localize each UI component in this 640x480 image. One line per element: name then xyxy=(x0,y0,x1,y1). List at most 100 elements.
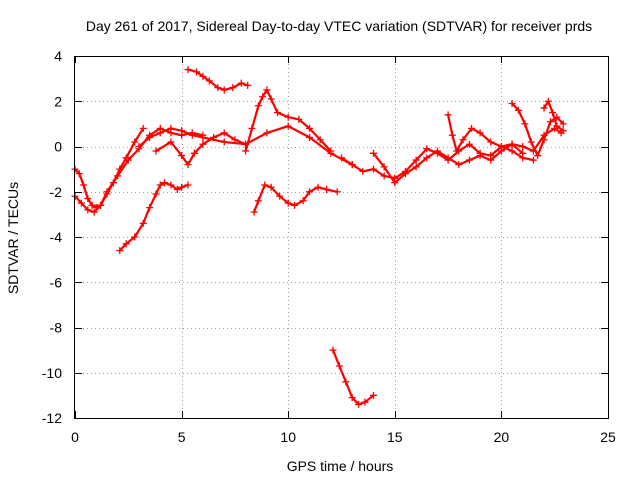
data-point xyxy=(444,111,452,119)
data-point xyxy=(391,179,399,187)
data-point xyxy=(306,188,314,196)
data-point xyxy=(323,185,331,193)
data-point xyxy=(544,97,552,105)
data-point xyxy=(468,124,476,132)
x-tick-label: 20 xyxy=(494,429,510,445)
data-point xyxy=(244,81,252,89)
data-point xyxy=(184,181,192,189)
data-point xyxy=(291,201,299,209)
data-point xyxy=(259,93,267,101)
data-point xyxy=(77,199,85,207)
data-point xyxy=(559,120,567,128)
data-point xyxy=(152,147,160,155)
data-point xyxy=(455,161,463,169)
data-point xyxy=(276,192,284,200)
x-tick-label: 10 xyxy=(280,429,296,445)
data-point xyxy=(220,129,228,137)
data-point xyxy=(401,170,409,178)
data-point xyxy=(497,143,505,150)
series-pass-11 xyxy=(369,140,527,187)
data-point xyxy=(540,136,548,144)
data-point xyxy=(122,240,130,248)
data-point xyxy=(116,165,124,173)
data-point xyxy=(210,133,218,141)
series-pass-8 xyxy=(250,181,341,216)
data-point xyxy=(220,86,228,94)
y-axis-label: SDTVAR / TECUs xyxy=(5,182,21,294)
data-point xyxy=(250,208,258,216)
y-tick-labels: -12 -10 -8 -6 -4 -2 0 2 4 xyxy=(42,48,62,426)
data-point xyxy=(529,156,537,164)
series-pass-6 xyxy=(184,66,252,94)
data-point xyxy=(476,129,484,137)
data-point xyxy=(263,129,271,137)
data-point xyxy=(508,147,516,155)
data-point xyxy=(109,179,117,187)
data-point xyxy=(199,72,207,80)
data-point xyxy=(534,152,542,160)
data-point xyxy=(88,201,96,209)
data-point xyxy=(487,156,495,164)
data-point xyxy=(284,113,292,121)
data-point xyxy=(173,185,181,193)
data-point xyxy=(237,79,245,87)
data-point xyxy=(527,138,535,146)
data-point xyxy=(316,136,324,144)
series-line xyxy=(244,88,332,153)
data-point xyxy=(369,165,377,173)
data-point xyxy=(190,149,198,157)
data-point xyxy=(75,170,83,178)
data-point xyxy=(146,204,154,212)
data-point xyxy=(295,115,303,123)
data-point xyxy=(306,124,314,132)
data-point xyxy=(97,201,105,209)
x-axis-label: GPS time / hours xyxy=(287,458,394,474)
data-point xyxy=(152,190,160,198)
data-point xyxy=(103,190,111,198)
data-point xyxy=(369,149,377,157)
data-point xyxy=(161,179,169,187)
data-point xyxy=(131,233,139,241)
data-point xyxy=(231,136,239,144)
x-tick-label: 25 xyxy=(600,429,616,445)
y-tick-label: -12 xyxy=(42,410,62,426)
data-point xyxy=(267,95,275,103)
data-point xyxy=(274,109,282,117)
data-point xyxy=(84,206,92,214)
data-point xyxy=(348,394,356,402)
data-point xyxy=(519,154,527,162)
data-point xyxy=(433,147,441,155)
data-point xyxy=(135,143,143,150)
data-point xyxy=(514,106,522,114)
data-point xyxy=(199,140,207,148)
data-point xyxy=(284,199,292,207)
plot-data xyxy=(71,66,567,408)
data-point xyxy=(342,378,350,386)
ticks xyxy=(75,56,609,419)
y-tick-label: -4 xyxy=(50,229,63,245)
data-point xyxy=(267,183,275,191)
data-point xyxy=(254,197,262,205)
data-point xyxy=(193,68,201,76)
data-point xyxy=(540,104,548,112)
data-point xyxy=(476,152,484,160)
data-point xyxy=(448,131,456,139)
series-line xyxy=(154,131,247,166)
data-point xyxy=(254,102,262,110)
series-pass-3 xyxy=(116,179,192,255)
data-point xyxy=(465,140,473,148)
y-tick-label: -8 xyxy=(50,320,63,336)
data-point xyxy=(178,183,186,191)
data-point xyxy=(299,197,307,205)
data-point xyxy=(139,219,147,227)
data-point xyxy=(338,154,345,162)
y-tick-label: -6 xyxy=(50,274,63,290)
y-tick-label: 4 xyxy=(54,48,62,64)
data-point xyxy=(131,138,139,146)
data-point xyxy=(184,161,192,169)
data-point xyxy=(248,124,256,132)
data-point xyxy=(122,154,130,162)
data-point xyxy=(205,77,213,85)
series-pass-9 xyxy=(329,346,377,408)
